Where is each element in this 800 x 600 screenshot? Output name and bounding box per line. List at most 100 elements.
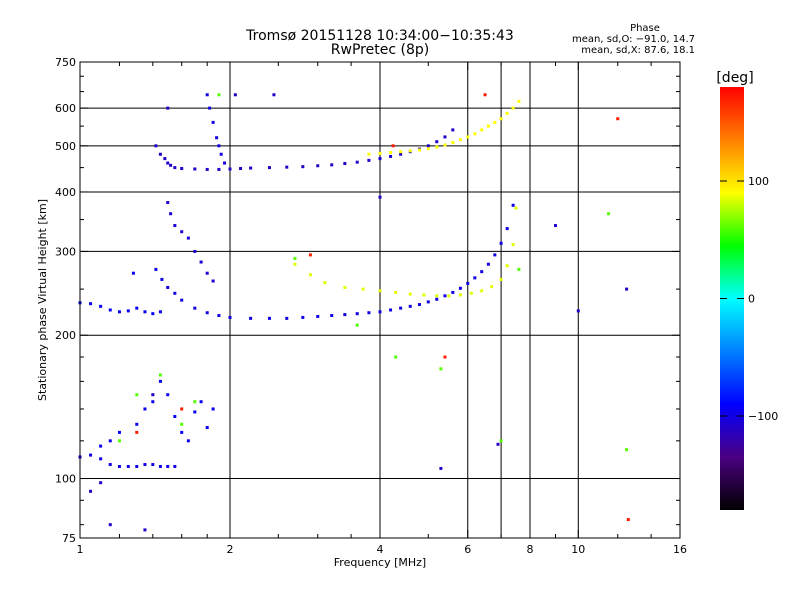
data-point	[316, 314, 320, 318]
data-point	[439, 367, 443, 371]
data-point	[378, 157, 382, 161]
data-point	[355, 323, 359, 327]
data-point	[443, 355, 447, 359]
data-point	[293, 256, 297, 260]
grid-lines	[80, 62, 680, 538]
data-point	[417, 303, 421, 307]
data-point	[378, 195, 382, 199]
y-tick-label: 750	[55, 56, 76, 69]
y-axis-label: Stationary phase Virtual Height [km]	[36, 199, 49, 401]
data-point	[180, 407, 184, 411]
data-point	[443, 135, 447, 139]
data-point	[199, 400, 203, 404]
data-point	[625, 448, 629, 452]
stats-box: Phase mean, sd,O: −91.0, 14.7 mean, sd,X…	[572, 23, 695, 56]
data-point	[473, 132, 477, 136]
data-point	[180, 430, 184, 434]
data-point	[480, 289, 484, 293]
x-tick-label: 2	[227, 543, 234, 556]
data-point	[173, 224, 177, 228]
data-point	[426, 300, 430, 304]
data-point	[480, 270, 484, 274]
data-point	[89, 453, 93, 457]
data-point	[408, 304, 412, 308]
data-point	[285, 165, 289, 169]
data-point	[151, 463, 155, 467]
data-point	[151, 393, 155, 397]
data-point	[135, 430, 139, 434]
colorbar-label: [deg]	[716, 70, 753, 86]
data-point	[607, 212, 611, 216]
data-point	[99, 304, 103, 308]
data-point	[499, 277, 503, 281]
data-point	[355, 312, 359, 316]
data-point	[143, 528, 147, 532]
y-tick-label: 75	[62, 532, 76, 545]
data-point	[451, 141, 455, 145]
data-point	[469, 291, 473, 295]
data-point	[435, 297, 439, 301]
stats-title: Phase	[630, 23, 660, 34]
data-point	[205, 311, 209, 315]
data-point	[99, 481, 103, 485]
data-point	[166, 201, 170, 205]
data-point	[193, 400, 197, 404]
data-point	[499, 241, 503, 245]
data-point	[458, 138, 462, 142]
y-tick-label: 100	[55, 473, 76, 486]
data-point	[228, 167, 232, 171]
y-tick-label: 500	[55, 140, 76, 153]
data-point	[316, 164, 320, 168]
data-point	[517, 99, 521, 103]
data-point	[394, 290, 398, 294]
data-point	[505, 111, 509, 115]
data-point	[511, 243, 515, 247]
data-point	[426, 147, 430, 151]
data-point	[301, 165, 305, 169]
data-point	[151, 400, 155, 404]
data-point	[426, 144, 430, 148]
data-point	[391, 144, 395, 148]
data-point	[330, 163, 334, 167]
axis-ticks	[79, 61, 681, 539]
data-point	[219, 152, 223, 156]
data-point	[217, 144, 221, 148]
data-point	[458, 293, 462, 297]
data-point	[451, 128, 455, 132]
data-point	[135, 464, 139, 468]
data-point	[499, 117, 503, 121]
data-point	[205, 425, 209, 429]
data-point	[435, 140, 439, 144]
data-point	[272, 93, 276, 97]
data-point	[135, 306, 139, 310]
data-point	[166, 106, 170, 110]
colorbar-tick-label: 0	[748, 293, 755, 306]
data-point	[193, 249, 197, 253]
colorbar: [deg] 100 0 −100	[716, 70, 778, 510]
data-point	[208, 106, 212, 110]
data-point	[186, 236, 190, 240]
data-point	[493, 120, 497, 124]
data-point	[330, 314, 334, 318]
y-tick-label: 400	[55, 186, 76, 199]
data-point	[389, 151, 393, 155]
data-point	[217, 314, 221, 318]
data-point	[493, 253, 497, 257]
data-point	[169, 212, 173, 216]
data-point	[490, 285, 494, 289]
data-points	[78, 93, 630, 532]
data-point	[466, 281, 470, 285]
data-point	[394, 355, 398, 359]
data-point	[143, 463, 147, 467]
data-point	[108, 463, 112, 467]
data-point	[576, 309, 580, 313]
x-tick-label: 4	[377, 543, 384, 556]
data-point	[361, 287, 365, 291]
data-point	[205, 271, 209, 275]
data-point	[511, 203, 515, 207]
data-point	[154, 144, 158, 148]
data-point	[166, 285, 170, 289]
data-point	[126, 464, 130, 468]
data-point	[166, 464, 170, 468]
data-point	[135, 393, 139, 397]
